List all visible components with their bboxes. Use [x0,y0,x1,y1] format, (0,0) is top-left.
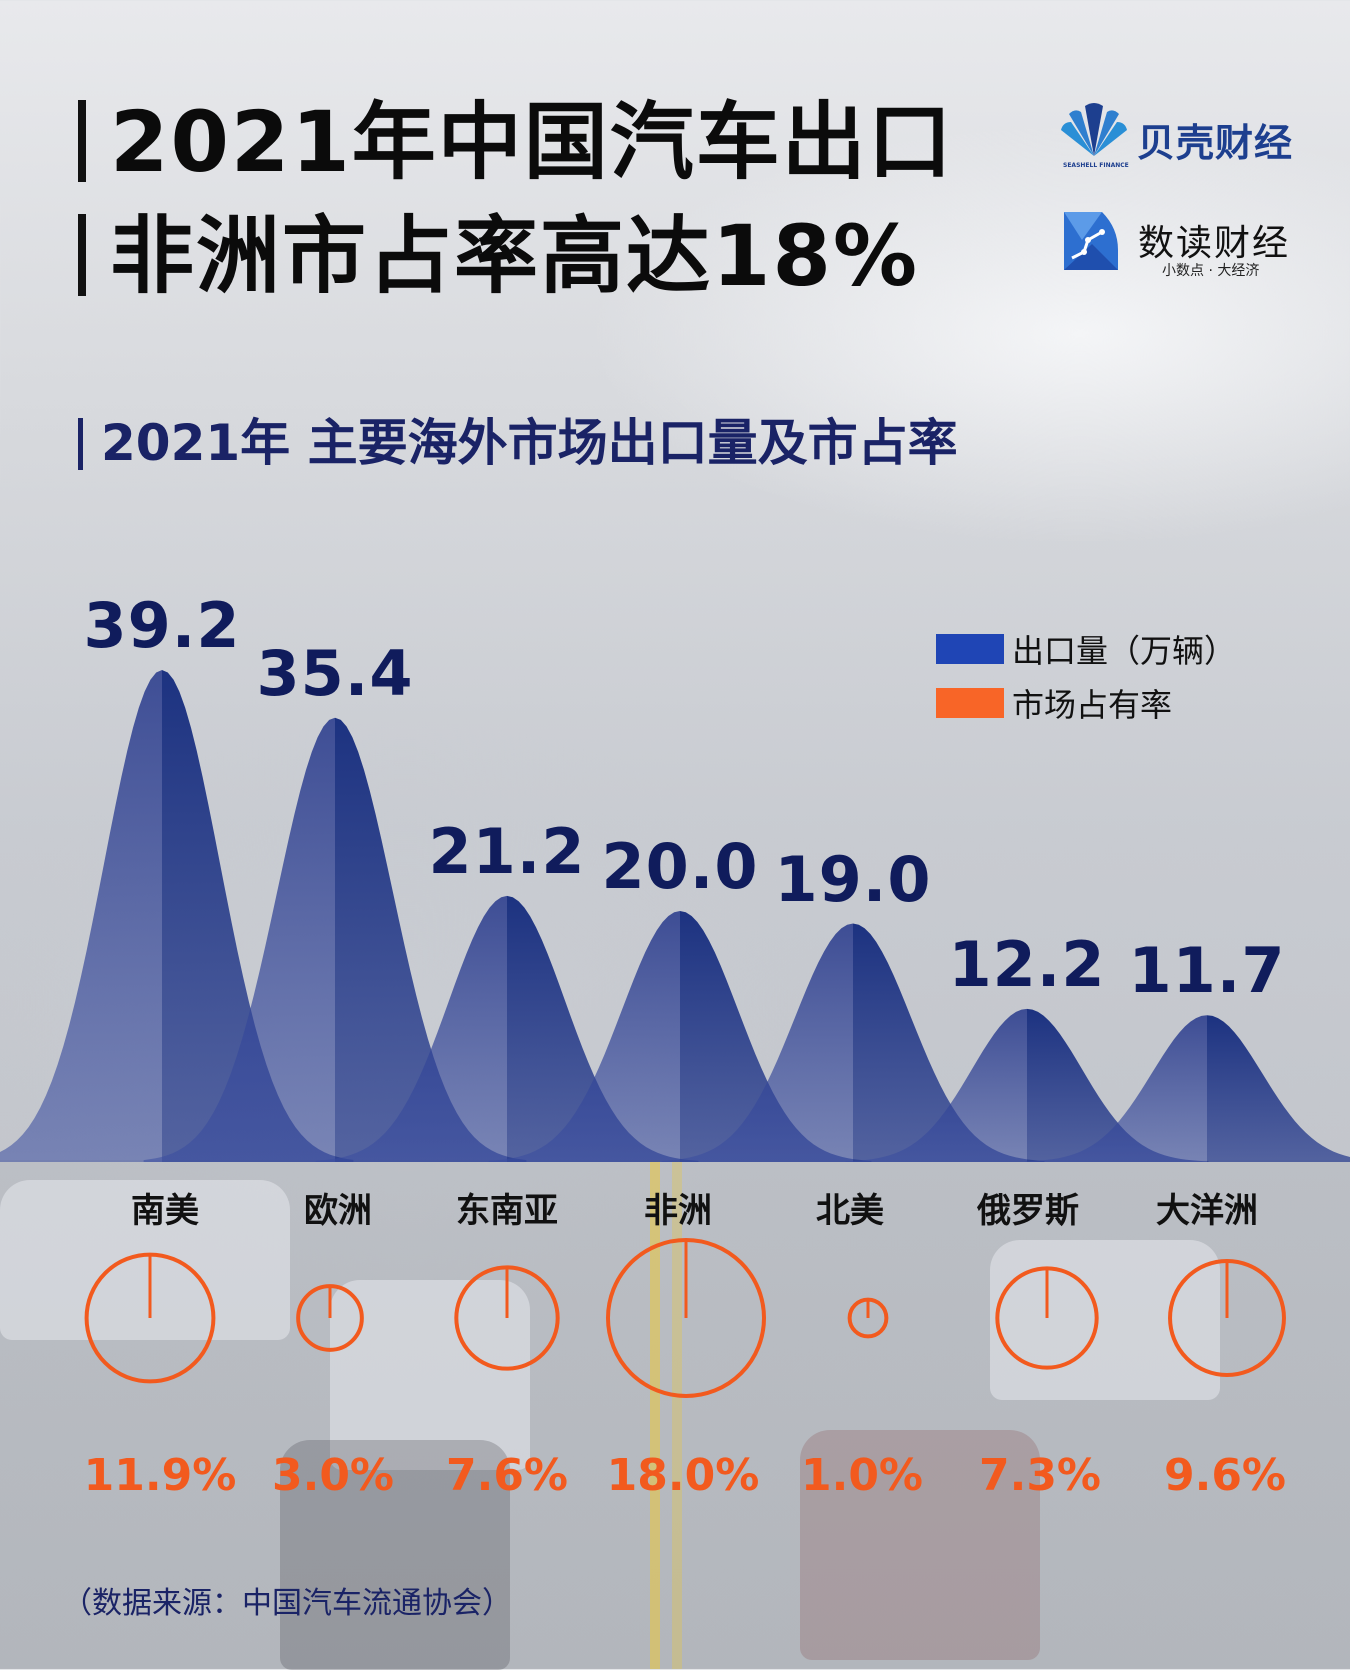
lane-marking [672,1160,682,1669]
category-label: 欧洲 [304,1191,372,1231]
title-text-2: 非洲市占率高达18% [110,207,920,305]
volume-value: 21.2 [428,814,586,888]
volume-value: 12.2 [948,927,1106,1001]
title-accent-bar [78,214,86,296]
volume-value: 39.2 [83,589,241,662]
share-value: 1.0% [800,1450,924,1501]
background-car [280,1440,510,1670]
volume-value: 19.0 [774,842,932,916]
volume-value: 20.0 [601,829,759,903]
share-value: 11.9% [83,1450,237,1501]
chart-legend: 出口量（万辆） 市场占有率 [936,622,1236,730]
title-text-1: 2021年中国汽车出口 [110,93,954,191]
data-source-note: （数据来源：中国汽车流通协会） [62,1586,512,1621]
background-car [0,1180,290,1340]
subtitle-text: 2021年 主要海外市场出口量及市占率 [101,414,958,472]
title-accent-bar [78,100,86,182]
category-label: 俄罗斯 [977,1191,1079,1231]
bell-peaks [0,670,1350,1162]
volume-value: 11.7 [1128,934,1286,1008]
seashell-finance-logo: 贝壳财经 SEASHELL FINANCE [1055,100,1295,170]
title-line-2: 非洲市占率高达18% [78,214,919,298]
legend-swatch-blue [936,634,1004,664]
category-label: 东南亚 [456,1191,558,1231]
legend-swatch-orange [936,688,1004,718]
category-label: 北美 [816,1191,884,1231]
lane-marking [650,1160,660,1669]
legend-label: 市场占有率 [1012,686,1173,724]
legend-item-volume: 出口量（万辆） [936,622,1236,676]
subtitle-accent-bar [78,418,83,470]
background-car [800,1430,1040,1660]
share-value: 7.6% [445,1450,569,1501]
legend-item-share: 市场占有率 [936,676,1236,730]
share-value: 18.0% [606,1450,760,1501]
shudu-logo-text: 数读财经 [1138,223,1291,264]
background-car [330,1280,530,1470]
share-circles [84,1238,1286,1398]
background-car [990,1240,1220,1400]
seashell-logo-text: 贝壳财经 [1137,121,1294,165]
legend-label: 出口量（万辆） [1012,632,1237,670]
shudu-diamond-icon [1064,212,1118,270]
seashell-icon [1061,103,1127,156]
shudu-logo-tagline: 小数点 · 大经济 [1162,263,1260,279]
category-label: 南美 [131,1191,199,1231]
share-value: 3.0% [271,1450,395,1501]
title-line-1: 2021年中国汽车出口 [78,100,954,184]
volume-value: 35.4 [256,636,414,710]
chart-subtitle: 2021年 主要海外市场出口量及市占率 [78,418,958,470]
category-label: 大洋洲 [1156,1191,1258,1231]
seashell-logo-en: SEASHELL FINANCE [1063,162,1129,169]
shudu-finance-logo: 数读财经 小数点 · 大经济 [1062,210,1312,290]
share-value: 9.6% [1163,1450,1287,1501]
volume-bell-chart [0,670,1350,1162]
share-value: 7.3% [978,1450,1102,1501]
category-label: 非洲 [644,1191,712,1231]
